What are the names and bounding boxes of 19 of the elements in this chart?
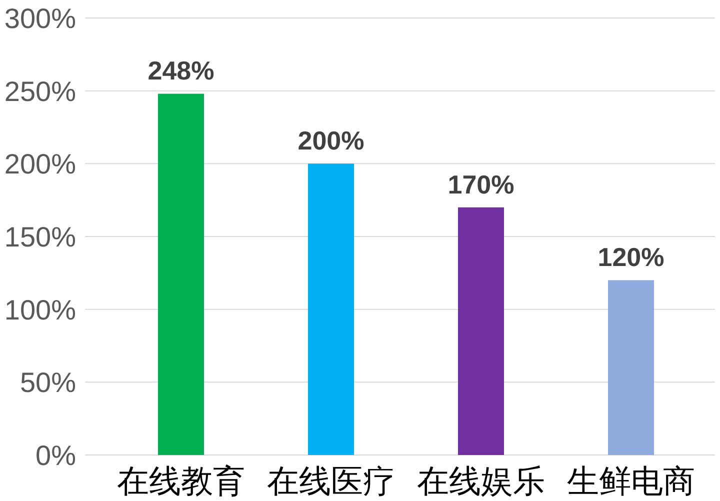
y-tick-label: 50% [20, 367, 76, 398]
bar [458, 207, 504, 455]
y-tick-label: 100% [4, 294, 76, 326]
y-tick-label: 0% [36, 440, 76, 471]
x-tick-label: 在线医疗 [267, 463, 395, 499]
data-label: 170% [448, 169, 514, 200]
y-tick-label: 250% [4, 76, 76, 107]
x-tick-label: 在线娱乐 [417, 463, 545, 499]
data-label: 120% [598, 242, 664, 272]
bar [158, 94, 204, 455]
y-tick-label: 150% [4, 222, 76, 252]
bar [608, 280, 654, 455]
x-tick-label: 在线教育 [117, 463, 245, 499]
y-tick-label: 300% [4, 3, 76, 34]
x-tick-label: 生鲜电商 [567, 463, 695, 499]
data-label: 248% [148, 56, 214, 86]
y-tick-label: 200% [4, 148, 76, 180]
data-label: 200% [298, 126, 364, 156]
bar [308, 164, 354, 455]
